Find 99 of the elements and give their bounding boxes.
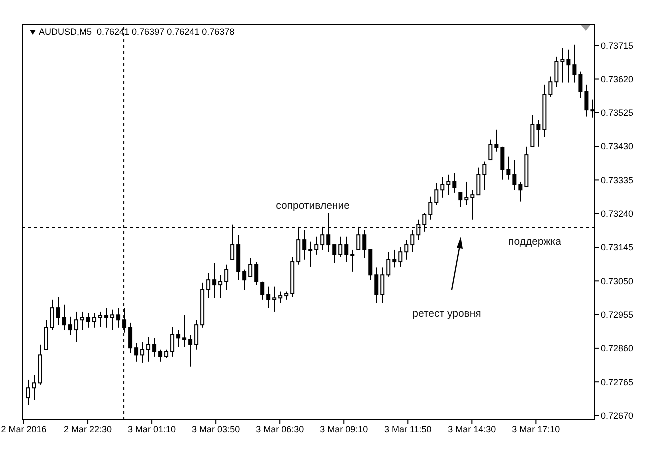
candlestick bbox=[500, 146, 505, 180]
x-tick-label: 2 Mar 22:30 bbox=[64, 424, 112, 434]
candlestick bbox=[476, 167, 481, 196]
candlestick bbox=[134, 342, 139, 362]
candlestick bbox=[536, 119, 541, 148]
chart-title: AUDUSD,M5 0.76241 0.76397 0.76241 0.76378 bbox=[39, 27, 235, 37]
y-tick-label: 0.72860 bbox=[601, 344, 634, 354]
candlestick bbox=[494, 129, 499, 152]
candlestick bbox=[92, 312, 97, 328]
y-tick-label: 0.73335 bbox=[601, 175, 634, 186]
candlestick bbox=[176, 330, 181, 348]
candlestick bbox=[242, 269, 247, 291]
candlestick bbox=[440, 176, 445, 198]
annotation: сопротивление bbox=[276, 200, 350, 212]
candlestick bbox=[488, 139, 493, 161]
x-tick-label: 2 Mar 2016 bbox=[1, 424, 47, 434]
y-tick-label: 0.73430 bbox=[601, 142, 634, 152]
y-tick-label: 0.72670 bbox=[601, 410, 634, 421]
candlestick bbox=[146, 336, 151, 362]
candlestick bbox=[260, 281, 265, 300]
candlestick bbox=[68, 316, 73, 336]
candlestick bbox=[98, 311, 103, 328]
x-tick-label: 3 Mar 03:50 bbox=[192, 424, 240, 434]
candlestick bbox=[86, 312, 91, 328]
candlestick bbox=[50, 299, 55, 331]
x-tick-label: 3 Mar 09:10 bbox=[320, 424, 368, 434]
candlestick bbox=[470, 190, 475, 220]
candlestick bbox=[224, 264, 229, 291]
candlestick bbox=[560, 48, 565, 84]
annotation: поддержка bbox=[508, 236, 562, 248]
candlestick bbox=[218, 274, 223, 299]
candlestick bbox=[464, 181, 469, 206]
candlestick bbox=[428, 196, 433, 220]
candlestick bbox=[572, 44, 577, 84]
candlestick bbox=[140, 342, 145, 364]
candlestick bbox=[404, 240, 409, 260]
y-tick-label: 0.73145 bbox=[601, 242, 634, 253]
candlestick bbox=[128, 322, 133, 354]
candlestick bbox=[212, 262, 217, 299]
x-tick-label: 3 Mar 17:10 bbox=[512, 424, 560, 434]
candlestick bbox=[254, 262, 259, 286]
candlestick bbox=[350, 249, 355, 272]
candlestick bbox=[566, 49, 571, 84]
y-tick-label: 0.72765 bbox=[601, 377, 634, 388]
y-tick-label: 0.73620 bbox=[601, 74, 634, 84]
candlestick bbox=[170, 326, 175, 358]
candlestick bbox=[116, 308, 121, 328]
candlestick bbox=[518, 181, 523, 202]
candlestick bbox=[266, 286, 271, 309]
candlestick bbox=[530, 114, 535, 148]
candlestick bbox=[308, 241, 313, 268]
candlestick bbox=[506, 156, 511, 180]
x-tick-label: 3 Mar 06:30 bbox=[256, 424, 304, 434]
candlestick bbox=[398, 246, 403, 268]
annotation: ретест уровня bbox=[412, 308, 482, 320]
candlestick bbox=[458, 192, 463, 208]
candlestick bbox=[554, 56, 559, 88]
candlestick bbox=[278, 291, 283, 304]
candlestick bbox=[584, 84, 589, 118]
candlestick bbox=[374, 267, 379, 304]
candlestick bbox=[512, 160, 517, 191]
candlestick bbox=[548, 76, 553, 98]
x-tick-label: 3 Mar 14:30 bbox=[448, 424, 496, 434]
candlestick bbox=[344, 236, 349, 263]
candlestick bbox=[110, 309, 115, 331]
x-tick-label: 3 Mar 01:10 bbox=[128, 424, 176, 434]
candlestick bbox=[56, 296, 61, 326]
y-tick-label: 0.73050 bbox=[601, 276, 634, 286]
candlestick bbox=[380, 267, 385, 304]
candlestick bbox=[152, 338, 157, 358]
candlestick bbox=[194, 320, 199, 350]
candlestick bbox=[314, 236, 319, 256]
candlestick bbox=[80, 311, 85, 331]
candlestick bbox=[578, 71, 583, 99]
candlestick bbox=[248, 258, 253, 278]
y-tick-label: 0.73240 bbox=[601, 209, 634, 220]
candlestick bbox=[272, 286, 277, 312]
candlestick bbox=[44, 320, 49, 350]
candlestick bbox=[26, 379, 30, 406]
candlestick bbox=[446, 174, 451, 196]
candlestick bbox=[104, 308, 109, 328]
candlestick bbox=[338, 236, 343, 258]
candlestick bbox=[32, 374, 37, 401]
candlestick bbox=[206, 272, 211, 299]
candlestick bbox=[482, 161, 487, 191]
candlestick bbox=[62, 304, 67, 331]
candlestick bbox=[188, 334, 193, 368]
candlestick bbox=[158, 349, 163, 362]
y-tick-label: 0.73525 bbox=[601, 108, 634, 118]
candlestick bbox=[182, 314, 187, 348]
candlestick bbox=[392, 249, 397, 268]
candlestick bbox=[332, 244, 337, 264]
x-tick-label: 3 Mar 11:50 bbox=[384, 424, 432, 434]
candlestick bbox=[434, 182, 439, 206]
candlestick bbox=[452, 172, 457, 194]
y-tick-label: 0.73715 bbox=[601, 40, 634, 51]
y-tick-label: 0.72955 bbox=[601, 310, 634, 320]
candlestick bbox=[386, 252, 391, 278]
candlestick bbox=[74, 311, 79, 343]
